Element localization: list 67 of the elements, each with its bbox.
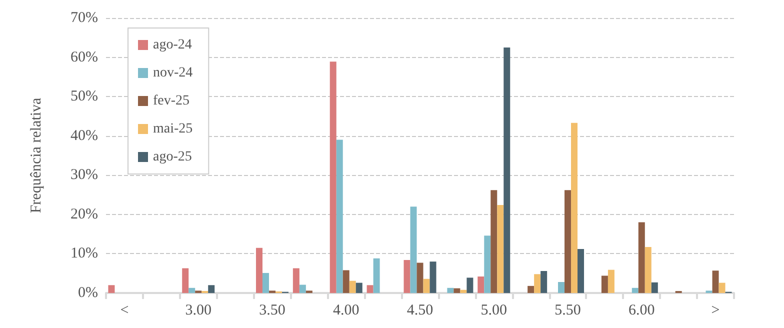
- bar: [342, 270, 350, 293]
- y-tick-label: 50%: [70, 88, 98, 105]
- x-tick-label: 5.50: [554, 302, 581, 318]
- bar: [534, 274, 541, 293]
- x-tick-label: <: [120, 302, 129, 318]
- bar: [188, 288, 196, 293]
- bar: [366, 285, 374, 293]
- bar: [484, 236, 491, 293]
- bar: [564, 190, 572, 293]
- bar: [454, 288, 460, 293]
- bar: [632, 288, 638, 293]
- bar: [504, 47, 510, 293]
- bar: [638, 222, 645, 293]
- bar: [410, 206, 417, 293]
- bar: [644, 247, 652, 293]
- bar: [466, 278, 474, 293]
- bar: [430, 262, 436, 293]
- y-tick-label: 30%: [70, 167, 98, 184]
- y-tick-label: 60%: [70, 49, 98, 66]
- bar: [460, 290, 467, 293]
- x-tick-label: 4.00: [332, 302, 360, 318]
- y-tick-label: 70%: [70, 10, 98, 26]
- bar: [404, 260, 410, 293]
- bar: [349, 280, 356, 293]
- y-tick-label: 10%: [70, 246, 98, 262]
- bar: [558, 282, 565, 293]
- legend-label: nov-24: [153, 66, 193, 80]
- bar: [330, 62, 336, 293]
- bar: [373, 258, 380, 293]
- legend-label: mai-25: [153, 122, 193, 136]
- bar: [490, 190, 498, 293]
- x-tick-label: 3.50: [259, 302, 286, 318]
- y-tick-label: 0%: [78, 285, 98, 301]
- x-tick-label: 6.00: [628, 302, 655, 318]
- bar: [182, 268, 189, 293]
- x-tick-label: >: [711, 302, 720, 318]
- bar: [712, 270, 719, 293]
- x-tick-label: 4.50: [406, 302, 434, 318]
- bar: [292, 268, 300, 293]
- x-tick-label: 5.00: [480, 302, 508, 318]
- bar: [651, 282, 658, 293]
- bar: [478, 276, 484, 293]
- bar: [108, 285, 115, 293]
- legend-label: ago-24: [153, 38, 192, 52]
- bar: [208, 285, 215, 293]
- bar: [262, 272, 269, 293]
- bar: [256, 248, 262, 293]
- y-axis-title: Frequência relativa: [28, 97, 44, 214]
- bar: [571, 122, 578, 293]
- bar: [416, 262, 424, 293]
- y-tick-label: 20%: [70, 206, 98, 222]
- legend-label: fev-25: [153, 94, 190, 108]
- legend-label: ago-25: [153, 150, 192, 164]
- bar: [336, 140, 343, 293]
- bar: [299, 284, 306, 293]
- bar: [528, 286, 534, 293]
- bar: [356, 282, 362, 293]
- bar: [718, 282, 726, 293]
- bar: [497, 205, 504, 293]
- x-tick-label: 3.00: [185, 302, 212, 318]
- bar: [578, 249, 584, 293]
- bar: [601, 276, 608, 293]
- bar: [447, 288, 454, 293]
- bar: [423, 278, 430, 293]
- bar: [540, 271, 548, 293]
- y-tick-label: 40%: [70, 128, 98, 144]
- bar: [608, 270, 614, 293]
